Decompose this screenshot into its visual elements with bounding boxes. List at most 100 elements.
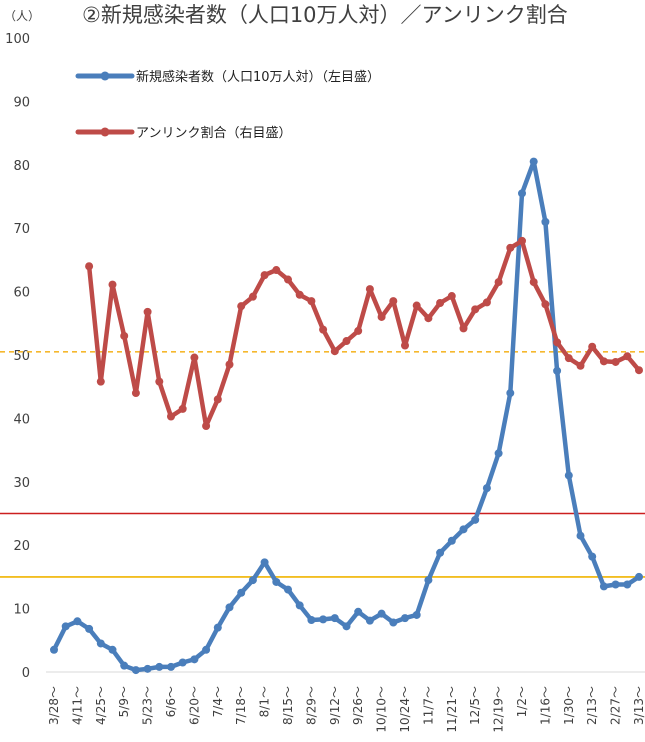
data-point bbox=[108, 645, 117, 654]
data-point bbox=[131, 666, 140, 675]
data-point bbox=[436, 548, 445, 557]
data-point bbox=[459, 525, 468, 534]
data-point bbox=[599, 582, 608, 591]
data-point bbox=[319, 325, 328, 334]
y-tick-label: 90 bbox=[13, 95, 30, 110]
y-tick-label: 0 bbox=[22, 666, 30, 681]
legend-item-unlinked: アンリンク割合（右目盛） bbox=[75, 125, 291, 141]
data-point bbox=[248, 576, 257, 585]
data-point bbox=[506, 389, 515, 398]
data-point bbox=[155, 662, 164, 671]
legend-marker-unlinked bbox=[100, 127, 110, 137]
data-point bbox=[389, 297, 398, 306]
data-point bbox=[284, 585, 292, 594]
x-tick-label: 8/29～ bbox=[304, 686, 318, 725]
data-point bbox=[482, 484, 491, 493]
data-point bbox=[482, 298, 491, 307]
x-tick-label: 6/6～ bbox=[164, 686, 178, 717]
data-point bbox=[213, 395, 222, 404]
x-tick-label: 4/25～ bbox=[94, 686, 108, 725]
data-point bbox=[96, 377, 105, 386]
data-point bbox=[272, 577, 281, 586]
y-tick-label: 40 bbox=[13, 412, 30, 427]
data-point bbox=[576, 361, 585, 370]
data-point bbox=[178, 658, 187, 667]
data-point bbox=[202, 645, 211, 654]
data-point bbox=[354, 326, 363, 335]
data-point bbox=[354, 607, 363, 616]
data-point bbox=[412, 301, 421, 310]
legend: 新規感染者数（人口10万人対）（左目盛） アンリンク割合（右目盛） bbox=[75, 69, 380, 141]
series-line-1 bbox=[86, 238, 642, 429]
data-point bbox=[623, 352, 632, 361]
data-point bbox=[401, 614, 409, 623]
data-point bbox=[120, 661, 129, 670]
y-tick-label: 50 bbox=[13, 349, 30, 364]
x-tick-label: 1/30～ bbox=[562, 686, 576, 725]
data-point bbox=[401, 341, 409, 350]
data-point bbox=[143, 664, 152, 673]
data-point bbox=[518, 189, 526, 198]
x-tick-label: 11/21～ bbox=[445, 686, 459, 733]
y-axis-ticks: 0 10 20 30 40 50 60 70 80 90 100 bbox=[5, 32, 30, 681]
data-point bbox=[237, 588, 246, 597]
data-point bbox=[623, 580, 632, 589]
legend-label-cases: 新規感染者数（人口10万人対）（左目盛） bbox=[136, 69, 380, 85]
x-tick-label: 9/12～ bbox=[328, 686, 342, 725]
data-point bbox=[471, 305, 480, 314]
x-tick-label: 8/1～ bbox=[258, 686, 272, 717]
data-point bbox=[190, 353, 199, 362]
data-point bbox=[424, 314, 433, 323]
x-tick-label: 8/15～ bbox=[281, 686, 295, 725]
data-point bbox=[190, 655, 199, 664]
reference-lines bbox=[0, 351, 645, 578]
data-point bbox=[284, 275, 292, 284]
data-point bbox=[155, 377, 164, 386]
x-tick-label: 12/5～ bbox=[468, 686, 482, 725]
data-point bbox=[260, 271, 269, 280]
x-tick-label: 2/27～ bbox=[609, 686, 623, 725]
x-tick-label: 5/9～ bbox=[117, 686, 131, 717]
series-line-0 bbox=[51, 159, 642, 673]
data-point bbox=[319, 615, 328, 624]
data-point bbox=[237, 302, 246, 311]
data-point bbox=[131, 389, 140, 398]
data-point bbox=[295, 290, 304, 299]
x-tick-label: 11/7～ bbox=[421, 686, 435, 725]
data-point bbox=[553, 338, 562, 347]
y-tick-label: 100 bbox=[5, 32, 30, 47]
legend-item-cases: 新規感染者数（人口10万人対）（左目盛） bbox=[75, 69, 380, 85]
data-point bbox=[108, 280, 117, 289]
data-point bbox=[471, 515, 480, 524]
y-tick-label: 10 bbox=[13, 603, 30, 618]
legend-label-unlinked: アンリンク割合（右目盛） bbox=[136, 125, 291, 141]
y-tick-label: 30 bbox=[13, 476, 30, 491]
data-point bbox=[447, 536, 456, 545]
data-point bbox=[342, 337, 351, 346]
data-point bbox=[365, 285, 374, 294]
data-point bbox=[412, 610, 421, 619]
data-point bbox=[85, 262, 94, 271]
x-tick-label: 5/23～ bbox=[141, 686, 155, 725]
data-point bbox=[96, 639, 105, 648]
data-point bbox=[167, 662, 175, 671]
x-tick-label: 10/24～ bbox=[398, 686, 412, 733]
data-point bbox=[342, 622, 351, 631]
data-point bbox=[553, 366, 562, 375]
data-point bbox=[588, 552, 597, 561]
data-point bbox=[564, 471, 573, 480]
x-axis-ticks: 3/28～ 4/11～ 4/25～ 5/9～ 5/23～ 6/6～ 6/20～ 7/4～ 7/1… bbox=[47, 686, 645, 733]
data-point bbox=[248, 292, 257, 301]
data-point bbox=[611, 357, 620, 366]
data-point bbox=[576, 531, 585, 540]
x-tick-label: 7/18～ bbox=[234, 686, 248, 725]
data-point bbox=[295, 601, 304, 610]
y-tick-label: 60 bbox=[13, 286, 30, 301]
data-point bbox=[143, 307, 152, 316]
data-point bbox=[494, 449, 503, 458]
data-point bbox=[459, 324, 468, 333]
x-tick-label: 10/10～ bbox=[375, 686, 389, 733]
data-point bbox=[260, 558, 269, 567]
data-point bbox=[61, 622, 70, 631]
data-point bbox=[611, 580, 620, 589]
